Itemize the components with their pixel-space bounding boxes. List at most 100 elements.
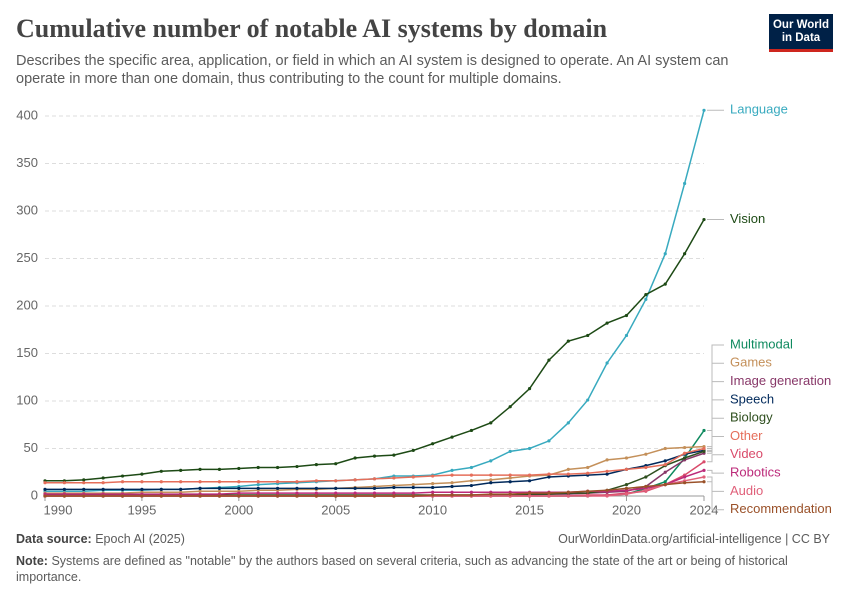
data-point: [314, 479, 318, 483]
data-point: [586, 333, 590, 338]
data-point: [566, 339, 570, 343]
label-connector: [707, 344, 724, 431]
data-point: [489, 478, 493, 482]
data-point: [120, 487, 125, 491]
data-point: [489, 481, 493, 485]
data-point: [431, 485, 435, 490]
data-point: [586, 494, 590, 498]
data-point: [392, 476, 396, 480]
data-point: [566, 421, 570, 425]
data-point: [120, 494, 125, 498]
data-point: [450, 435, 454, 439]
data-point: [663, 282, 667, 286]
data-point: [508, 480, 512, 484]
data-point: [217, 489, 222, 493]
data-point: [489, 492, 493, 496]
data-point: [198, 480, 202, 484]
legend-label: Video: [730, 446, 763, 461]
data-point: [547, 494, 551, 498]
data-point: [314, 491, 318, 495]
data-point: [663, 463, 667, 467]
data-point: [275, 465, 280, 470]
y-tick-label: 100: [16, 392, 38, 407]
data-point: [140, 480, 144, 484]
label-connector: [707, 454, 724, 463]
data-point: [702, 108, 706, 112]
y-tick-label: 200: [16, 297, 38, 312]
data-point: [43, 494, 47, 498]
data-point: [411, 448, 415, 452]
data-point: [179, 468, 183, 472]
data-point: [489, 473, 493, 477]
data-point: [120, 474, 125, 478]
chart: 0 50 100 150 200 250 300 350 400 1990 1995 2000 2005…: [16, 102, 832, 518]
data-point: [314, 494, 318, 498]
data-point: [683, 481, 687, 485]
data-point: [372, 477, 377, 481]
data-point: [508, 405, 512, 409]
url[interactable]: OurWorldinData.org/artificial-intelligen…: [558, 532, 830, 546]
x-tick-label: 2024: [690, 502, 719, 517]
data-point: [411, 491, 415, 495]
x-tick-label: 1990: [44, 502, 73, 517]
data-point: [566, 494, 570, 498]
data-point: [62, 487, 66, 491]
legend-label: Image generation: [730, 373, 831, 388]
data-point: [217, 494, 222, 498]
data-point: [547, 472, 551, 476]
data-point: [237, 466, 241, 471]
data-point: [450, 481, 454, 485]
data-point: [702, 428, 706, 433]
legend-label: Language: [730, 102, 788, 117]
data-point: [101, 494, 105, 498]
x-tick-label: 2000: [224, 502, 253, 517]
label-connector: [707, 476, 724, 492]
data-point: [431, 490, 435, 494]
data-point: [101, 481, 105, 485]
data-point: [450, 493, 454, 497]
data-point: [469, 490, 474, 494]
data-point: [411, 475, 415, 479]
data-point: [256, 483, 260, 487]
y-tick-label: 400: [16, 107, 38, 122]
data-point: [159, 487, 163, 491]
label-connector: [707, 436, 724, 449]
data-point: [198, 489, 202, 493]
data-point: [140, 494, 144, 498]
source-label: Data source:: [16, 532, 92, 546]
data-point: [450, 484, 454, 489]
y-tick-label: 300: [16, 202, 38, 217]
data-point: [624, 483, 629, 487]
data-point: [334, 494, 338, 498]
legend-label: Biology: [730, 410, 773, 425]
data-point: [237, 494, 241, 498]
data-point: [702, 480, 706, 484]
data-point: [179, 494, 183, 498]
data-point: [237, 486, 241, 490]
data-point: [101, 487, 105, 491]
data-point: [353, 494, 357, 498]
data-point: [547, 491, 551, 495]
source-text: Epoch AI (2025): [95, 532, 185, 546]
data-point: [624, 313, 629, 318]
data-point: [295, 486, 299, 490]
data-point: [469, 493, 474, 497]
data-point: [644, 475, 648, 479]
note-label: Note:: [16, 554, 48, 568]
data-point: [275, 491, 280, 495]
data-point: [702, 446, 706, 451]
legend-label: Games: [730, 355, 772, 370]
logo[interactable]: Our World in Data: [769, 14, 833, 52]
data-point: [101, 476, 105, 480]
data-point: [644, 465, 648, 470]
data-point: [256, 486, 260, 490]
data-point: [256, 491, 260, 495]
data-point: [179, 487, 183, 491]
data-point: [353, 491, 357, 495]
note-text: Systems are defined as "notable" by the …: [16, 554, 788, 584]
data-point: [702, 475, 706, 479]
data-point: [217, 486, 222, 490]
data-point: [82, 478, 86, 482]
data-point: [547, 358, 551, 362]
